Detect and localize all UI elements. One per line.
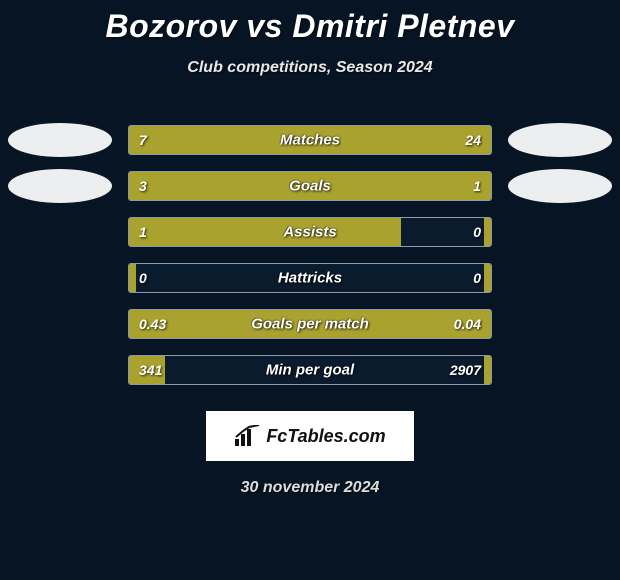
player-avatar-left [8,169,112,203]
stat-bar-track: 0 0 Hattricks [128,263,492,293]
stat-bar-track: 1 0 Assists [128,217,492,247]
stat-value-right: 24 [465,132,481,148]
stat-value-right: 0.04 [454,316,481,332]
stat-value-right: 2907 [450,362,481,378]
stat-label: Goals per match [251,316,369,333]
stat-value-left: 0.43 [139,316,166,332]
stat-value-left: 341 [139,362,162,378]
stat-label: Assists [283,224,336,241]
comparison-row: 0 0 Hattricks [0,255,620,301]
stat-bar-left-fill [129,264,136,292]
stat-value-right: 0 [473,224,481,240]
player-avatar-right [508,123,612,157]
fctables-logo-icon [234,425,262,447]
stat-value-left: 7 [139,132,147,148]
stat-value-right: 0 [473,270,481,286]
page-title: Bozorov vs Dmitri Pletnev [0,0,620,45]
player-avatar-left [8,123,112,157]
stat-bar-track: 7 24 Matches [128,125,492,155]
stat-bar-right-fill [209,126,491,154]
stat-bar-track: 0.43 0.04 Goals per match [128,309,492,339]
page-subtitle: Club competitions, Season 2024 [0,59,620,77]
stat-bar-right-fill [484,264,491,292]
comparison-row: 7 24 Matches [0,117,620,163]
comparison-row: 1 0 Assists [0,209,620,255]
branding-text: FcTables.com [266,426,385,447]
stat-bar-right-fill [484,218,491,246]
comparison-row: 3 1 Goals [0,163,620,209]
stat-value-left: 0 [139,270,147,286]
player-avatar-right [508,169,612,203]
stat-label: Hattricks [278,270,342,287]
footer-date: 30 november 2024 [0,479,620,497]
stat-bar-track: 341 2907 Min per goal [128,355,492,385]
stat-bar-left-fill [129,172,401,200]
stat-bar-track: 3 1 Goals [128,171,492,201]
stat-label: Goals [289,178,331,195]
stat-bar-right-fill [484,356,491,384]
branding-badge: FcTables.com [206,411,414,461]
stat-label: Matches [280,132,340,149]
stat-value-left: 1 [139,224,147,240]
stat-bar-left-fill [129,218,401,246]
comparison-row: 0.43 0.04 Goals per match [0,301,620,347]
comparison-row: 341 2907 Min per goal [0,347,620,393]
comparison-chart: 7 24 Matches 3 1 Goals 1 0 Assists 0 0 Hattricks 0.4… [0,117,620,393]
stat-value-left: 3 [139,178,147,194]
stat-label: Min per goal [266,362,354,379]
stat-value-right: 1 [473,178,481,194]
